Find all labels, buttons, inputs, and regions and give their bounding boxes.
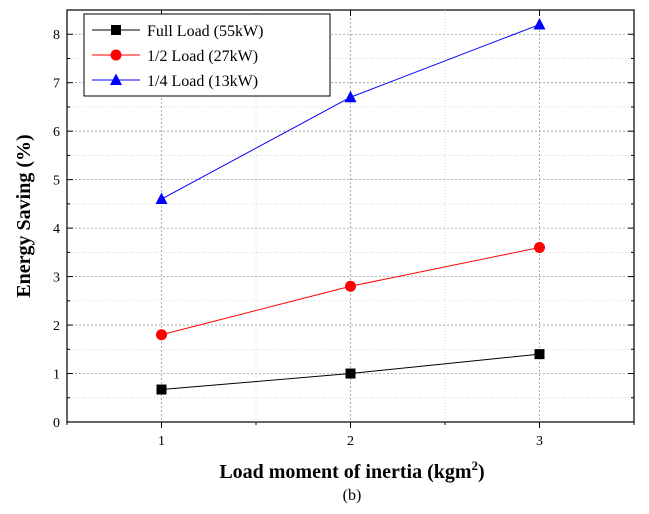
x-tick-label: 1 bbox=[158, 434, 165, 449]
y-tick-label: 6 bbox=[53, 125, 60, 140]
data-point bbox=[534, 242, 545, 254]
data-point bbox=[533, 18, 546, 30]
y-axis-title: Energy Saving (%) bbox=[13, 134, 35, 297]
legend: Full Load (55kW) 1/2 Load (27kW) 1/4 Load … bbox=[83, 13, 331, 97]
data-point bbox=[345, 280, 356, 292]
series-2 bbox=[156, 242, 545, 341]
y-tick-label: 0 bbox=[53, 416, 60, 431]
data-point bbox=[534, 349, 545, 360]
series-1 bbox=[156, 349, 545, 395]
legend-item: 1/4 Load (13kW) bbox=[92, 73, 258, 90]
data-point bbox=[344, 90, 357, 103]
x-axis-title-superscript: 2 bbox=[472, 458, 479, 473]
legend-label: 1/2 Load (27kW) bbox=[147, 48, 258, 65]
series-3 bbox=[155, 18, 546, 205]
data-point bbox=[156, 384, 167, 395]
x-tick-label: 3 bbox=[536, 434, 543, 449]
y-tick-label: 4 bbox=[53, 222, 60, 237]
data-point bbox=[155, 192, 168, 205]
y-tick-label: 5 bbox=[53, 174, 60, 189]
x-tick-label: 2 bbox=[347, 434, 354, 449]
legend-marker bbox=[111, 25, 121, 35]
legend-marker bbox=[110, 49, 122, 61]
legend-label: 1/4 Load (13kW) bbox=[147, 73, 258, 90]
legend-item: 1/2 Load (27kW) bbox=[92, 48, 258, 65]
legend-label: Full Load (55kW) bbox=[147, 23, 263, 40]
x-axis-title-suffix: ) bbox=[478, 461, 485, 483]
y-tick-label: 8 bbox=[53, 28, 60, 43]
x-axis-title: Load moment of inertia (kgm2) bbox=[219, 458, 484, 483]
y-tick-label: 1 bbox=[53, 368, 60, 383]
series-layer bbox=[155, 18, 546, 395]
y-tick-label: 2 bbox=[53, 319, 60, 334]
figure-caption: (b) bbox=[343, 487, 362, 504]
data-point bbox=[156, 329, 167, 341]
y-tick-label: 7 bbox=[53, 77, 60, 92]
data-point bbox=[345, 368, 356, 379]
legend-item: Full Load (55kW) bbox=[92, 23, 263, 40]
grid-lines bbox=[67, 10, 634, 422]
legend-marker bbox=[110, 73, 122, 85]
axes: 0 1 2 3 4 5 6 7 8 1 2 3 bbox=[53, 10, 635, 449]
x-axis-title-main: Load moment of inertia (kgm bbox=[219, 461, 472, 483]
y-tick-label: 3 bbox=[53, 271, 60, 286]
